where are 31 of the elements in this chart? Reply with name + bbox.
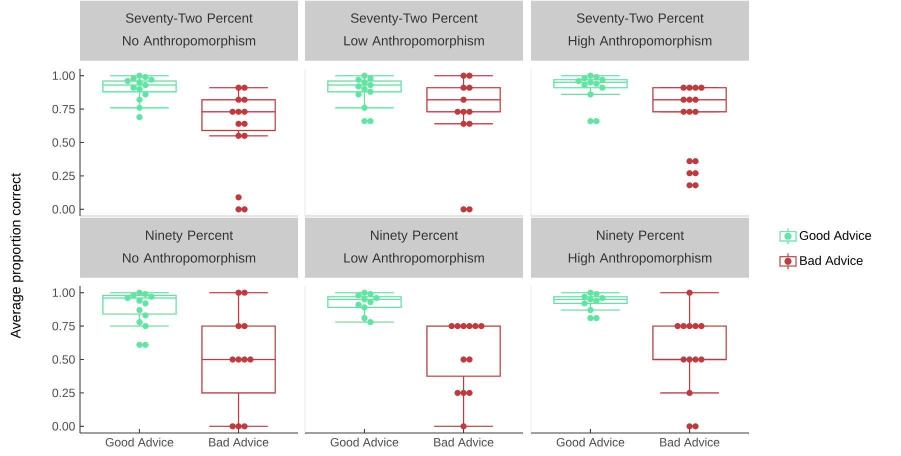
legend-label: Good Advice — [800, 230, 872, 240]
x-tick-label: Good Advice — [330, 438, 398, 447]
chart-title: Ninety Percent — [596, 230, 684, 243]
y-tick-label: 0.25 — [52, 172, 75, 180]
chart-subtitle: Low Anthropomorphism — [344, 252, 484, 266]
x-tick-label: Good Advice — [106, 438, 174, 447]
y-tick-label: 0.25 — [52, 388, 75, 398]
legend-label: Bad Advice — [800, 256, 863, 266]
y-tick-label: 0.50 — [52, 355, 75, 364]
chart-subtitle: Low Anthropomorphism — [344, 36, 484, 48]
chart-title: Seventy-Two Percent — [350, 13, 478, 26]
y-tick-label: 0.75 — [52, 322, 75, 330]
chart-title: Ninety Percent — [370, 230, 458, 243]
y-tick-label: 0.75 — [52, 104, 75, 114]
chart-subtitle: No Anthropomorphism — [123, 36, 256, 48]
y-tick-label: 0.00 — [52, 205, 75, 214]
chart-title: Seventy-Two Percent — [126, 13, 253, 26]
y-tick-label: 1.00 — [52, 288, 75, 297]
chart-subtitle: High Anthropomorphism — [568, 252, 712, 266]
y-tick-label: 0.50 — [52, 138, 75, 147]
y-tick-label: 1.00 — [52, 71, 75, 80]
chart-subtitle: No Anthropomorphism — [123, 252, 256, 266]
y-tick-label: 0.00 — [52, 422, 75, 431]
chart-title: Ninety Percent — [146, 230, 233, 243]
chart-title: Seventy-Two Percent — [576, 13, 704, 26]
x-tick-label: Bad Advice — [434, 438, 494, 447]
chart-subtitle: High Anthropomorphism — [568, 36, 712, 48]
x-tick-label: Good Advice — [556, 438, 624, 447]
x-tick-label: Bad Advice — [660, 438, 720, 447]
y-axis-title: Average proportion correct — [10, 173, 24, 338]
x-tick-label: Bad Advice — [209, 438, 268, 447]
